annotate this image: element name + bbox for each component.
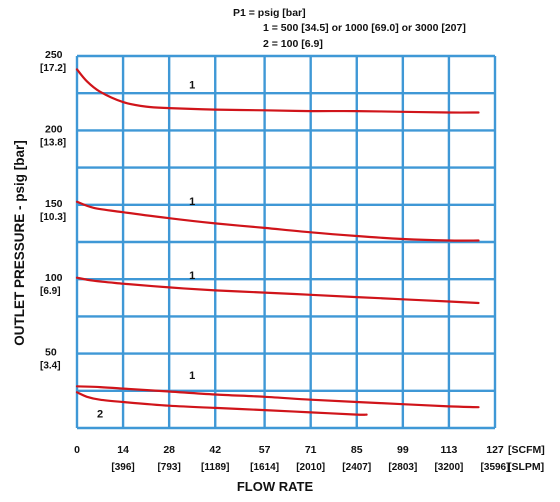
series-curve-1 <box>75 200 480 242</box>
x-tick-label-9: 127 <box>486 444 504 456</box>
x-tick-label2-8: [3200] <box>434 462 463 473</box>
series-curve-3 <box>75 385 480 409</box>
x-tick-label2-5: [2010] <box>296 462 325 473</box>
x-tick-label-6: 85 <box>351 444 363 456</box>
y-tick-label-2: 150 <box>45 198 63 210</box>
y-tick-label-4: 250 <box>45 49 63 61</box>
tick-labels: 0 14 [396] 28 [793] 42 [1189] 57 [1614] 71 [2010] 8… <box>40 49 545 473</box>
series-label-2: 1 <box>189 270 195 282</box>
series-curve-2 <box>75 276 480 305</box>
legend-line-2: 1 = 500 [34.5] or 1000 [69.0] or 3000 [2… <box>263 22 466 34</box>
x-tick-label2-2: [793] <box>157 462 180 473</box>
y-tick-label2-1: [6.9] <box>40 286 61 297</box>
x-axis-title: FLOW RATE <box>237 479 314 494</box>
y-tick-label2-2: [10.3] <box>40 212 66 223</box>
x-tick-label-8: 113 <box>440 444 457 456</box>
y-tick-label-3: 200 <box>45 123 63 135</box>
x-tick-label-3: 42 <box>209 444 221 456</box>
curve-labels: 1 1 1 1 2 <box>97 80 195 421</box>
x-units-scfm: [SCFM] <box>508 444 545 456</box>
series-label-4: 2 <box>97 409 103 421</box>
x-tick-label2-9: [3596] <box>481 462 510 473</box>
x-tick-label2-7: [2803] <box>388 462 417 473</box>
series-label-0: 1 <box>189 80 195 92</box>
x-tick-label-7: 99 <box>397 444 409 456</box>
y-tick-label2-4: [17.2] <box>40 63 66 74</box>
x-tick-label2-6: [2407] <box>342 462 371 473</box>
series-label-1: 1 <box>189 196 195 208</box>
x-units-slpm: [SLPM] <box>508 461 544 473</box>
series-label-3: 1 <box>189 370 195 382</box>
x-tick-label-0: 0 <box>74 444 80 456</box>
y-axis-title: OUTLET PRESSURE - psig [bar] <box>12 140 27 346</box>
legend-line-1: P1 = psig [bar] <box>233 7 306 19</box>
y-tick-label-1: 100 <box>45 272 63 284</box>
curves <box>75 68 480 416</box>
grid <box>75 54 497 430</box>
x-tick-label2-3: [1189] <box>201 462 229 473</box>
x-tick-label-5: 71 <box>305 444 317 456</box>
x-tick-label-1: 14 <box>117 444 129 456</box>
x-tick-label2-1: [396] <box>111 462 134 473</box>
legend-line-3: 2 = 100 [6.9] <box>263 38 323 50</box>
series-curve-0 <box>75 68 480 114</box>
series-curve-4 <box>75 391 368 416</box>
x-tick-label-4: 57 <box>259 444 271 456</box>
x-tick-label2-4: [1614] <box>250 462 279 473</box>
y-tick-label2-3: [13.8] <box>40 137 66 148</box>
y-tick-label2-0: [3.4] <box>40 361 61 372</box>
y-tick-label-0: 50 <box>45 347 57 359</box>
x-tick-label-2: 28 <box>163 444 175 456</box>
